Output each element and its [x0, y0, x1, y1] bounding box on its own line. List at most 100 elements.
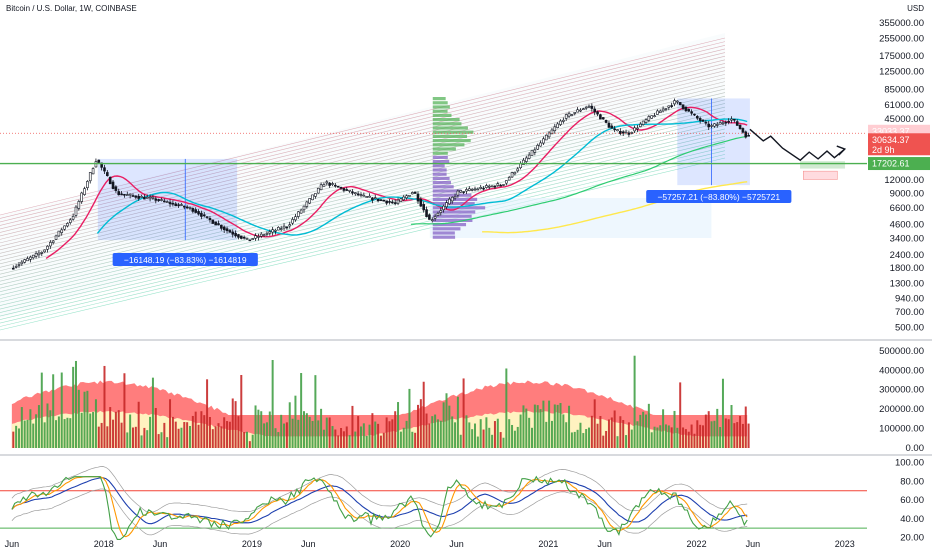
candle-body — [242, 236, 246, 239]
volume-bar — [519, 414, 522, 448]
candle-body — [613, 128, 616, 131]
volume-bar — [106, 426, 109, 448]
candle-body — [248, 239, 252, 242]
candle-body — [157, 199, 160, 201]
volume-bar — [169, 399, 172, 448]
volume-bar — [131, 427, 134, 448]
volume-bar — [146, 430, 149, 448]
volume-bar — [237, 416, 240, 448]
volume-bar — [206, 379, 209, 448]
candle-body — [308, 198, 311, 204]
price-tick: 61000.00 — [884, 100, 924, 111]
measure-box-2022 — [677, 98, 750, 186]
candle-body — [23, 259, 26, 263]
volume-profile — [432, 97, 486, 239]
candle-body — [174, 203, 178, 207]
volume-bar — [585, 429, 588, 448]
volume-bar — [491, 434, 494, 448]
profile-row — [432, 134, 468, 138]
candle-body — [678, 102, 682, 106]
candle-body — [296, 211, 300, 217]
volume-bar — [553, 404, 556, 448]
volume-bar — [639, 414, 642, 448]
candle-body — [544, 134, 548, 141]
candle-body — [43, 249, 46, 253]
volume-bar — [348, 435, 351, 448]
volume-bar — [325, 417, 328, 448]
candle-body — [396, 199, 400, 204]
candle-body — [77, 201, 81, 209]
moving-averages — [45, 106, 748, 259]
candle-body — [222, 226, 226, 230]
volume-bar — [183, 421, 186, 448]
candle-body — [485, 185, 488, 188]
price-tick: 500.00 — [895, 323, 924, 334]
volume-bar — [690, 424, 693, 448]
candle-body — [676, 100, 679, 103]
candle-body — [547, 132, 551, 138]
candle-body — [371, 197, 374, 201]
volume-bar — [670, 427, 673, 448]
volume-bar — [243, 432, 246, 448]
candle-body — [499, 184, 502, 187]
fan-line — [0, 66, 726, 244]
candle-body — [180, 204, 183, 206]
candle-body — [160, 199, 163, 201]
candle-body — [60, 229, 64, 233]
volume-bar — [129, 414, 132, 448]
candle-body — [690, 111, 693, 114]
candle-body — [80, 192, 83, 202]
candle-body — [476, 188, 480, 191]
current-price-tag-text: 30634.37 — [872, 135, 910, 145]
fan-line — [0, 99, 726, 275]
price-tick: 255000.00 — [879, 33, 924, 44]
candle-body — [639, 123, 642, 127]
profile-row — [432, 130, 474, 134]
volume-bar — [294, 395, 297, 448]
volume-bar — [17, 428, 20, 448]
candle-body — [251, 238, 254, 240]
candle-body — [117, 191, 121, 196]
volume-bar — [719, 427, 722, 448]
volume-bar — [248, 441, 251, 448]
profile-row — [432, 126, 468, 130]
volume-bar — [43, 422, 46, 448]
candle-body — [74, 206, 78, 216]
candle-body — [359, 194, 363, 196]
fan-line — [0, 143, 726, 317]
profile-row — [432, 231, 455, 235]
candle-body — [68, 219, 72, 223]
candle-body — [633, 127, 636, 132]
volume-bar — [211, 429, 214, 448]
volume-bar — [308, 416, 311, 448]
candle-body — [527, 154, 531, 159]
fan-line — [0, 41, 726, 219]
candle-body — [40, 252, 44, 254]
candle-body — [627, 132, 631, 135]
price-tick: 4600.00 — [890, 220, 924, 231]
volume-bar — [736, 422, 739, 448]
candle-body — [382, 199, 386, 202]
candle-body — [462, 191, 465, 193]
candle-body — [362, 194, 366, 197]
candle-body — [200, 212, 203, 217]
ma-100 — [410, 135, 748, 225]
volume-bar — [280, 414, 283, 448]
profile-row — [432, 202, 475, 206]
volume-bar — [291, 418, 294, 448]
volume-bar — [97, 426, 100, 448]
volume-bar — [223, 417, 226, 448]
volume-bar — [374, 421, 377, 448]
oscillator-tick: 20.00 — [900, 533, 924, 544]
candle-body — [106, 172, 109, 177]
measure-box-2018 — [97, 158, 238, 241]
volume-bar — [593, 399, 596, 448]
profile-row — [432, 181, 452, 185]
volume-bar — [83, 391, 86, 448]
price-tick: 1800.00 — [890, 263, 924, 274]
candle-body — [744, 131, 748, 138]
volume-bar — [468, 422, 471, 448]
time-tick: 2022 — [687, 539, 707, 549]
candle-body — [14, 266, 18, 268]
